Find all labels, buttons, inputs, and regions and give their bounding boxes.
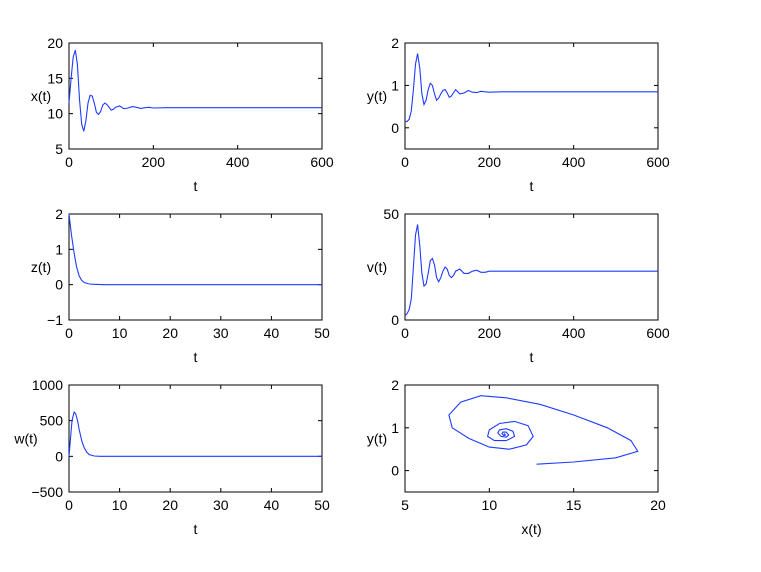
x-tick-label-w: 10: [112, 497, 128, 513]
y-axis-label-v: v(t): [367, 259, 387, 275]
x-tick-label-v: 600: [646, 325, 670, 341]
plot-frame-v: [404, 213, 659, 321]
x-tick-label-w: 40: [264, 497, 280, 513]
x-tick-label-z: 10: [112, 325, 128, 341]
series-line-x: [68, 49, 322, 132]
series-line-phase: [448, 395, 639, 465]
x-tick-label-y: 400: [562, 154, 586, 170]
y-tick-label-z: 2: [55, 206, 63, 222]
x-axis-label-w: t: [194, 521, 198, 537]
x-tick-label-x: 400: [226, 154, 250, 170]
x-tick-label-phase: 15: [566, 497, 582, 513]
plot-frame-x: [68, 42, 323, 150]
y-tick-label-z: 0: [55, 277, 63, 293]
axes-phase: 5 10 15 20 0 1 2 x(t) y(t): [367, 377, 666, 537]
x-tick-label-y: 0: [401, 154, 409, 170]
x-tick-label-v: 200: [478, 325, 502, 341]
x-axis-label-y: t: [530, 178, 534, 194]
x-tick-label-x: 200: [142, 154, 166, 170]
series-line-w: [68, 411, 322, 457]
y-tick-label-x: 15: [47, 70, 63, 86]
x-axis-label-x: t: [194, 178, 198, 194]
x-tick-label-phase: 5: [401, 497, 409, 513]
y-tick-label-phase: 0: [391, 463, 399, 479]
x-tick-label-w: 0: [65, 497, 73, 513]
x-tick-label-y: 600: [646, 154, 670, 170]
plot-frame-y: [404, 42, 659, 150]
axes-x: 0 200 400 600 5 10 15 20 t x(t): [31, 35, 334, 194]
plot-frame-phase: [404, 384, 659, 493]
plot-frame-w: [68, 384, 323, 493]
x-tick-label-z: 20: [162, 325, 178, 341]
x-tick-label-x: 600: [310, 154, 334, 170]
y-tick-label-y: 0: [391, 120, 399, 136]
y-tick-label-y: 2: [391, 35, 399, 51]
y-axis-label-y: y(t): [367, 88, 387, 104]
x-tick-label-y: 200: [478, 154, 502, 170]
x-axis-label-phase: x(t): [521, 521, 541, 537]
y-tick-label-x: 10: [47, 106, 63, 122]
x-tick-label-z: 0: [65, 325, 73, 341]
x-tick-label-w: 30: [213, 497, 229, 513]
y-tick-label-y: 1: [391, 77, 399, 93]
y-tick-label-w: 1000: [32, 377, 63, 393]
axes-y: 0 200 400 600 0 1 2 t y(t): [367, 35, 670, 194]
x-tick-label-w: 50: [314, 497, 330, 513]
y-tick-label-phase: 1: [391, 420, 399, 436]
axes-v: 0 200 400 600 0 50 t v(t): [367, 206, 670, 365]
x-tick-label-z: 30: [213, 325, 229, 341]
x-tick-label-w: 20: [162, 497, 178, 513]
y-tick-label-z: 1: [55, 241, 63, 257]
x-tick-label-phase: 20: [650, 497, 666, 513]
series-line-z: [68, 213, 322, 286]
y-tick-label-v: 50: [383, 206, 399, 222]
y-axis-label-phase: y(t): [367, 431, 387, 447]
y-tick-label-w: 0: [55, 448, 63, 464]
series-line-y: [405, 53, 658, 122]
y-tick-label-z: −1: [47, 312, 63, 328]
x-tick-label-v: 400: [562, 325, 586, 341]
y-axis-label-w: w(t): [13, 431, 37, 447]
y-axis-label-x: x(t): [31, 88, 51, 104]
x-tick-label-z: 40: [264, 325, 280, 341]
y-tick-label-phase: 2: [391, 377, 399, 393]
series-line-v: [404, 224, 658, 317]
x-tick-label-phase: 10: [482, 497, 498, 513]
y-axis-label-z: z(t): [31, 259, 51, 275]
y-tick-label-v: 0: [391, 312, 399, 328]
y-tick-label-x: 5: [55, 141, 63, 157]
plot-frame-z: [68, 213, 323, 321]
y-tick-label-w: 500: [40, 413, 64, 429]
x-tick-label-z: 50: [314, 325, 330, 341]
y-tick-label-x: 20: [47, 35, 63, 51]
x-axis-label-z: t: [194, 349, 198, 365]
y-tick-label-w: −500: [31, 484, 63, 500]
x-tick-label-x: 0: [65, 154, 73, 170]
x-axis-label-v: t: [530, 349, 534, 365]
x-tick-label-v: 0: [401, 325, 409, 341]
